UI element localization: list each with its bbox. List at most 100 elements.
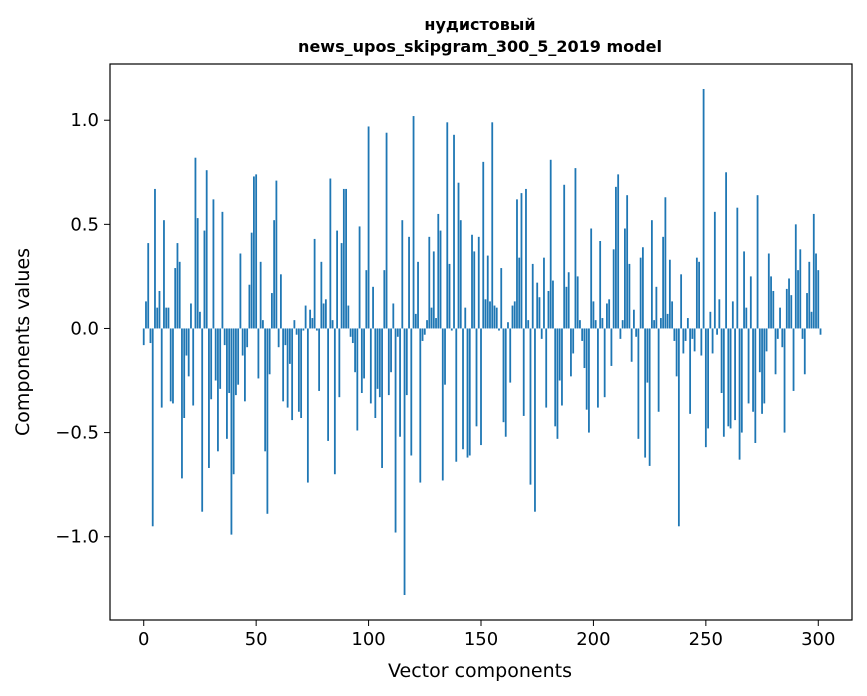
bar: [547, 290, 550, 329]
bar: [363, 328, 365, 379]
bar: [187, 328, 190, 377]
bar: [772, 290, 775, 329]
bar: [471, 234, 473, 329]
bar: [491, 122, 494, 329]
bar: [181, 328, 183, 479]
bar: [763, 328, 766, 404]
bar: [250, 232, 253, 329]
bar: [644, 328, 647, 458]
bar: [531, 263, 534, 329]
bar: [230, 328, 233, 535]
bar: [219, 328, 222, 389]
bar: [246, 328, 249, 348]
bar: [435, 318, 437, 329]
x-tick-label: 100: [351, 629, 385, 650]
bar: [495, 307, 498, 329]
bar: [536, 282, 539, 329]
bar: [581, 328, 584, 341]
bar: [700, 328, 703, 356]
bar: [565, 286, 568, 329]
x-axis-label: Vector components: [388, 660, 572, 682]
bar: [223, 328, 226, 346]
bar: [707, 328, 709, 429]
bar: [304, 305, 307, 329]
bar: [736, 207, 739, 329]
bar: [731, 301, 734, 329]
bar: [262, 320, 264, 329]
bar: [779, 307, 781, 329]
bar: [194, 157, 197, 329]
bar: [695, 257, 698, 329]
bar: [205, 170, 208, 329]
bar: [599, 241, 602, 329]
bar: [172, 328, 174, 404]
bar: [684, 328, 687, 341]
bar: [792, 328, 795, 391]
bar: [394, 328, 397, 533]
bar: [399, 328, 401, 437]
bar: [606, 303, 608, 329]
bar: [158, 290, 161, 329]
bar: [154, 188, 156, 329]
bar: [248, 284, 251, 329]
x-tick-label: 200: [576, 629, 610, 650]
bar: [241, 328, 244, 356]
bar: [372, 286, 374, 329]
bar: [408, 236, 410, 329]
bar: [279, 274, 282, 329]
bar: [268, 328, 271, 375]
bar: [306, 328, 309, 483]
bar: [419, 328, 422, 483]
bar: [563, 184, 566, 329]
bar: [570, 328, 572, 377]
bar: [417, 261, 419, 329]
bar: [624, 228, 626, 329]
bar: [671, 301, 674, 329]
bar: [776, 328, 779, 339]
bar: [590, 228, 593, 329]
bar: [686, 318, 689, 329]
bar: [444, 328, 446, 385]
bar: [183, 328, 186, 418]
bar: [799, 249, 802, 329]
bar: [817, 270, 820, 329]
bar: [597, 328, 599, 408]
bar: [322, 303, 325, 329]
bar: [520, 193, 523, 329]
bar: [210, 328, 213, 400]
y-tick-label: 0.5: [70, 214, 99, 235]
bar: [588, 328, 590, 433]
bar: [203, 230, 206, 329]
bar: [324, 299, 327, 329]
bar: [648, 328, 651, 466]
bar: [383, 270, 386, 329]
bar: [340, 243, 343, 329]
bar: [387, 328, 390, 396]
bar: [677, 328, 680, 527]
plot-frame: [109, 63, 853, 621]
bar: [333, 328, 336, 475]
bar: [783, 328, 786, 433]
bar: [794, 224, 797, 329]
bar: [390, 328, 392, 373]
bar: [354, 328, 356, 373]
bar: [176, 243, 179, 329]
bar: [720, 328, 723, 394]
bar: [295, 328, 298, 335]
bar: [244, 328, 246, 402]
bar: [369, 328, 372, 404]
bar: [462, 328, 464, 450]
bar: [693, 328, 696, 352]
bar: [313, 238, 316, 329]
bar: [450, 328, 453, 331]
bar: [255, 174, 258, 329]
bar: [603, 328, 606, 398]
bar: [785, 288, 788, 329]
bar: [277, 328, 280, 348]
bar: [615, 186, 617, 329]
bar: [270, 293, 273, 329]
bar: [641, 247, 644, 329]
bar: [441, 328, 444, 481]
bar: [561, 328, 563, 406]
